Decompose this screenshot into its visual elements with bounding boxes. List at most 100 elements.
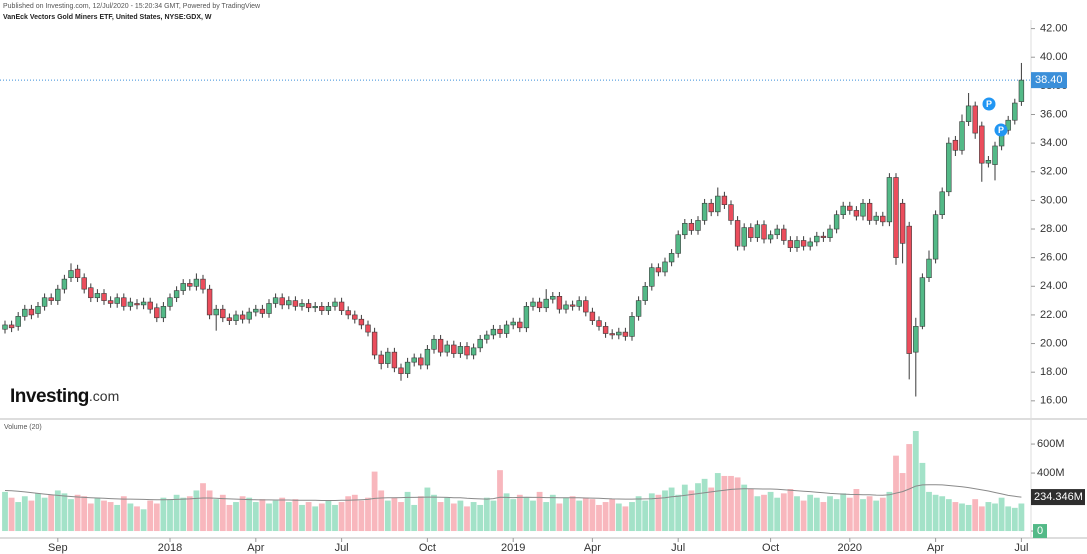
candle-body: [715, 195, 721, 213]
volume-bar: [200, 483, 206, 532]
candle-body: [470, 347, 477, 356]
candle-body: [180, 283, 186, 291]
candle-body: [1018, 79, 1025, 102]
candle-body: [932, 214, 939, 260]
volume-title: Volume (20): [4, 424, 42, 431]
volume-bar: [444, 497, 451, 532]
candle-body: [939, 191, 945, 216]
volume-bar: [252, 502, 259, 532]
event-marker: [982, 97, 996, 111]
volume-bar: [510, 499, 517, 532]
candle-body: [675, 234, 681, 254]
volume-bar: [371, 471, 378, 532]
candle-body: [748, 227, 754, 238]
volume-bar: [431, 494, 437, 532]
candle-body: [325, 306, 332, 311]
volume-bar: [2, 491, 8, 532]
volume-bar: [120, 496, 127, 532]
candle-body: [761, 224, 767, 240]
volume-bar: [556, 503, 563, 532]
y-tick-label: 20.00: [1040, 337, 1068, 349]
candle-body: [596, 320, 602, 327]
candle-body: [649, 267, 655, 287]
volume-bar: [774, 497, 781, 532]
candle-body: [220, 308, 226, 319]
candle-body: [365, 324, 371, 333]
candle-body: [602, 326, 609, 334]
volume-bar: [266, 503, 272, 532]
candle-body: [569, 304, 576, 307]
volume-bar: [794, 496, 800, 532]
candle-body: [206, 288, 213, 316]
published-note: Published on Investing.com, 12/Jul/2020 …: [3, 3, 261, 10]
volume-bar: [648, 493, 655, 532]
volume-bar: [523, 497, 530, 532]
candle-body: [358, 318, 365, 326]
y-tick-label: 24.00: [1040, 280, 1068, 292]
volume-bar: [345, 496, 352, 532]
candle-body: [484, 334, 490, 340]
volume-bar: [866, 496, 873, 532]
volume-bar: [800, 500, 807, 532]
volume-bar: [87, 503, 94, 532]
y-tick-label: 32.00: [1040, 166, 1068, 178]
candle-body: [173, 290, 180, 299]
candle-body: [629, 316, 635, 337]
candle-body: [444, 344, 450, 353]
candle-body: [926, 258, 932, 278]
candle-body: [655, 267, 662, 273]
candle-body: [371, 331, 378, 356]
candle-body: [536, 301, 543, 309]
y-tick-label: 42.00: [1040, 22, 1068, 34]
volume-bar: [239, 496, 246, 532]
volume-bar: [233, 502, 239, 532]
volume-bar: [411, 504, 418, 532]
volume-bar: [952, 502, 959, 532]
volume-bar: [629, 502, 635, 532]
candle-body: [688, 222, 695, 231]
candle-body: [239, 314, 246, 320]
candle-body: [807, 241, 813, 247]
volume-bar: [655, 494, 662, 532]
candle-body: [424, 348, 431, 366]
volume-bar: [312, 506, 319, 532]
volume-bar: [992, 503, 998, 532]
candle-body: [490, 328, 497, 336]
candle-body: [200, 278, 206, 290]
candle-body: [503, 324, 510, 334]
volume-bar: [147, 500, 154, 532]
x-tick-label: Jul: [1014, 542, 1028, 554]
volume-bar: [186, 496, 193, 532]
candle-body: [827, 228, 833, 238]
candle-body: [952, 139, 959, 151]
volume-bar: [457, 500, 464, 532]
volume-bar: [945, 499, 952, 532]
volume-bar: [609, 499, 616, 532]
volume-bar: [8, 497, 15, 532]
candle-body: [814, 235, 820, 243]
volume-bar: [688, 490, 695, 532]
volume-bar: [939, 496, 946, 532]
candle-body: [319, 306, 325, 311]
candle-body: [292, 300, 299, 307]
y-tick-label: 34.00: [1040, 137, 1068, 149]
volume-bar: [1011, 507, 1018, 532]
candle-body: [411, 357, 417, 363]
candle-body: [193, 278, 200, 287]
candle-body: [15, 316, 21, 327]
volume-bar: [134, 506, 140, 532]
volume-bar: [912, 431, 919, 532]
volume-bar: [477, 504, 484, 532]
volume-bar: [483, 497, 490, 532]
x-tick-label: 2018: [158, 542, 182, 554]
candle-body: [609, 333, 615, 336]
candle-body: [840, 205, 846, 216]
candle-body: [338, 301, 345, 311]
candle-body: [794, 240, 800, 248]
volume-bar: [840, 493, 847, 532]
volume-bar: [365, 497, 371, 532]
candle-body: [305, 303, 312, 309]
volume-bar: [549, 494, 556, 532]
last-price-box: [1031, 72, 1067, 89]
volume-bar: [28, 500, 35, 532]
